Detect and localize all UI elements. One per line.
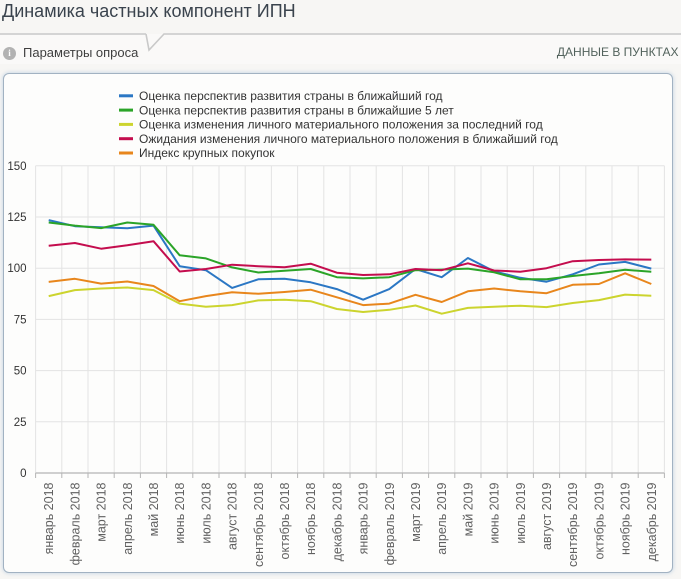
svg-text:Индекс крупных покупок: Индекс крупных покупок bbox=[139, 146, 275, 160]
svg-text:октябрь 2019: октябрь 2019 bbox=[592, 482, 606, 559]
svg-text:июнь 2019: июнь 2019 bbox=[488, 482, 502, 543]
svg-text:декабрь 2018: декабрь 2018 bbox=[330, 482, 344, 561]
svg-text:сентябрь 2019: сентябрь 2019 bbox=[566, 482, 580, 567]
svg-text:125: 125 bbox=[7, 212, 26, 224]
svg-text:май 2019: май 2019 bbox=[461, 482, 475, 536]
svg-text:150: 150 bbox=[7, 161, 26, 173]
svg-text:Оценка перспектив развития стр: Оценка перспектив развития страны в ближ… bbox=[139, 89, 443, 103]
svg-text:май 2018: май 2018 bbox=[147, 482, 161, 536]
svg-text:Ожидания изменения личного мат: Ожидания изменения личного материального… bbox=[139, 132, 558, 146]
svg-text:март 2019: март 2019 bbox=[409, 482, 423, 541]
svg-text:январь 2019: январь 2019 bbox=[357, 482, 371, 554]
svg-text:январь 2018: январь 2018 bbox=[42, 482, 56, 554]
svg-text:0: 0 bbox=[20, 468, 26, 480]
svg-text:сентябрь 2018: сентябрь 2018 bbox=[252, 482, 266, 567]
svg-text:50: 50 bbox=[14, 366, 27, 378]
svg-text:март 2018: март 2018 bbox=[95, 482, 109, 541]
svg-text:25: 25 bbox=[14, 417, 27, 429]
svg-text:апрель 2018: апрель 2018 bbox=[121, 482, 135, 554]
svg-text:апрель 2019: апрель 2019 bbox=[435, 482, 449, 554]
svg-text:Оценка изменения личного матер: Оценка изменения личного материального п… bbox=[139, 118, 543, 132]
svg-text:75: 75 bbox=[14, 314, 27, 326]
svg-text:август 2019: август 2019 bbox=[540, 482, 554, 550]
svg-text:100: 100 bbox=[7, 263, 26, 275]
svg-text:август 2018: август 2018 bbox=[226, 482, 240, 550]
svg-text:июль 2018: июль 2018 bbox=[199, 482, 213, 543]
svg-text:декабрь 2019: декабрь 2019 bbox=[645, 482, 659, 561]
svg-text:июнь 2018: июнь 2018 bbox=[173, 482, 187, 543]
svg-text:февраль 2019: февраль 2019 bbox=[383, 482, 397, 565]
svg-text:февраль 2018: февраль 2018 bbox=[68, 482, 82, 565]
svg-text:Оценка перспектив развития стр: Оценка перспектив развития страны в ближ… bbox=[139, 103, 454, 117]
svg-text:октябрь 2018: октябрь 2018 bbox=[278, 482, 292, 559]
svg-text:ноябрь 2019: ноябрь 2019 bbox=[619, 482, 633, 555]
svg-text:ноябрь 2018: ноябрь 2018 bbox=[304, 482, 318, 555]
svg-text:июль 2019: июль 2019 bbox=[514, 482, 528, 543]
